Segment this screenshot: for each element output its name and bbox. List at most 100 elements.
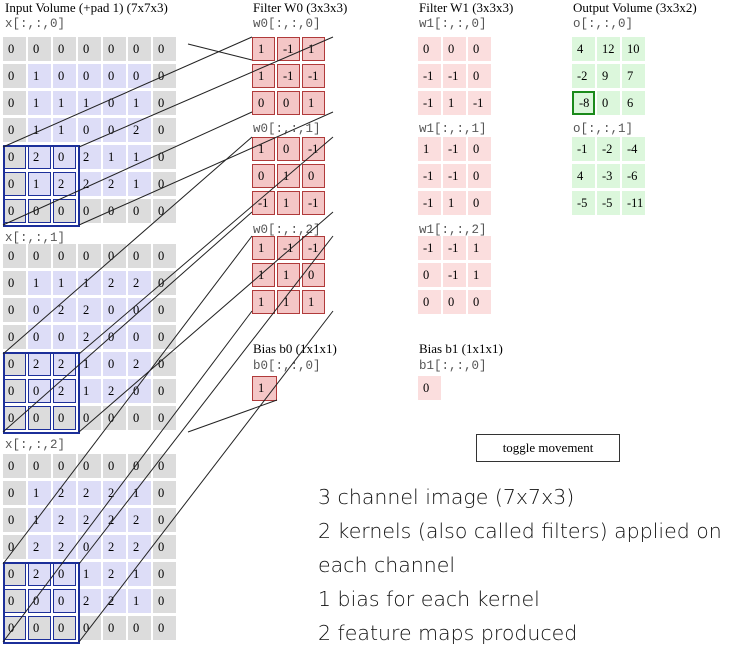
output-channel-label: o[:,:,1] [573, 122, 634, 136]
input-cell: 0 [53, 199, 76, 223]
input-cell: 0 [153, 508, 176, 532]
input-cell: 0 [153, 406, 176, 430]
output-cell: -1 [572, 137, 595, 161]
input-channel-label: x[:,:,0] [5, 17, 66, 31]
output-cell: -5 [572, 191, 595, 215]
input-cell: 2 [78, 298, 101, 322]
input-cell: 2 [103, 589, 126, 613]
input-cell: 2 [78, 145, 101, 169]
input-cell: 1 [78, 379, 101, 403]
w0-cell: 1 [302, 290, 325, 314]
input-cell: 0 [153, 199, 176, 223]
caption-text: 3 channel image (7x7x3) 2 kernels (also … [318, 480, 722, 650]
input-cell: 0 [53, 589, 76, 613]
w0-cell: -1 [302, 137, 325, 161]
w1-channel-0-grid: 0 0 0 -1 -1 0 -1 1 -1 [418, 37, 491, 115]
input-cell: 2 [53, 535, 76, 559]
input-cell: 0 [53, 406, 76, 430]
input-cell: 0 [28, 454, 51, 478]
w1-cell: -1 [443, 64, 466, 88]
output-cell: 7 [622, 64, 645, 88]
input-cell: 0 [153, 244, 176, 268]
input-cell: 0 [128, 244, 151, 268]
input-cell: 2 [103, 271, 126, 295]
w0-cell: 1 [252, 290, 275, 314]
w1-cell: 1 [418, 137, 441, 161]
input-cell: 0 [3, 172, 26, 196]
bias-b1-cell: 0 [418, 376, 441, 400]
input-cell: 0 [128, 64, 151, 88]
input-cell: 0 [128, 298, 151, 322]
input-cell: 0 [128, 454, 151, 478]
input-cell: 0 [3, 145, 26, 169]
w1-cell: 1 [443, 191, 466, 215]
input-cell: 2 [103, 481, 126, 505]
w0-cell: -1 [277, 37, 300, 61]
filter-w1-title: Filter W1 (3x3x3) [419, 0, 514, 15]
input-cell: 2 [78, 589, 101, 613]
input-cell: 0 [78, 118, 101, 142]
bias-b0-title: Bias b0 (1x1x1) [253, 341, 337, 356]
input-cell: 0 [78, 37, 101, 61]
input-cell: 0 [78, 535, 101, 559]
input-cell: 0 [153, 454, 176, 478]
w1-cell: 1 [468, 236, 491, 260]
w0-cell: -1 [277, 64, 300, 88]
output-volume-title: Output Volume (3x3x2) [573, 0, 697, 15]
w1-cell: -1 [418, 164, 441, 188]
w1-cell: -1 [443, 137, 466, 161]
input-cell: 0 [153, 271, 176, 295]
w0-cell: 0 [252, 91, 275, 115]
w1-cell: 0 [418, 263, 441, 287]
toggle-movement-button[interactable]: toggle movement [476, 434, 620, 462]
input-cell: 1 [128, 562, 151, 586]
output-cell: 9 [597, 64, 620, 88]
input-cell: 1 [103, 145, 126, 169]
w0-cell: 1 [252, 137, 275, 161]
w0-cell: 1 [252, 263, 275, 287]
input-cell: 2 [103, 535, 126, 559]
w1-channel-2-grid: -1 -1 1 0 -1 1 0 0 0 [418, 236, 491, 314]
w0-cell: 1 [277, 263, 300, 287]
input-cell: 0 [53, 616, 76, 640]
w1-channel-label: w1[:,:,0] [419, 17, 487, 31]
input-cell: 1 [78, 352, 101, 376]
input-cell: 0 [53, 37, 76, 61]
input-cell: 2 [103, 172, 126, 196]
b1-label: b1[:,:,0] [419, 359, 487, 373]
output-cell: -11 [622, 191, 645, 215]
input-cell: 0 [28, 325, 51, 349]
w1-cell: 0 [468, 37, 491, 61]
w0-channel-2-grid: 1 -1 -1 1 1 0 1 1 1 [252, 236, 325, 314]
input-cell: 0 [128, 199, 151, 223]
output-cell: 4 [572, 164, 595, 188]
output-cell: -2 [572, 64, 595, 88]
input-cell: 0 [153, 379, 176, 403]
input-cell: 1 [128, 145, 151, 169]
w1-cell: -1 [418, 91, 441, 115]
w0-cell: 1 [252, 64, 275, 88]
output-cell: -4 [622, 137, 645, 161]
input-cell: 1 [28, 481, 51, 505]
input-cell: 1 [128, 91, 151, 115]
input-cell: 0 [153, 37, 176, 61]
input-cell: 1 [28, 118, 51, 142]
input-cell: 0 [3, 91, 26, 115]
input-cell: 2 [128, 535, 151, 559]
input-cell: 0 [103, 352, 126, 376]
w0-cell: 1 [277, 191, 300, 215]
w1-channel-label: w1[:,:,1] [419, 122, 487, 136]
input-cell: 0 [53, 562, 76, 586]
w1-cell: 0 [468, 164, 491, 188]
w1-cell: 0 [468, 64, 491, 88]
input-cell: 2 [128, 271, 151, 295]
input-cell: 2 [103, 379, 126, 403]
output-channel-label: o[:,:,0] [573, 17, 634, 31]
w1-cell: 0 [443, 37, 466, 61]
w1-cell: -1 [418, 191, 441, 215]
output-cell: 12 [597, 37, 620, 61]
input-cell: 0 [53, 454, 76, 478]
input-channel-label: x[:,:,2] [5, 438, 66, 452]
input-cell: 1 [78, 562, 101, 586]
input-cell: 2 [28, 145, 51, 169]
